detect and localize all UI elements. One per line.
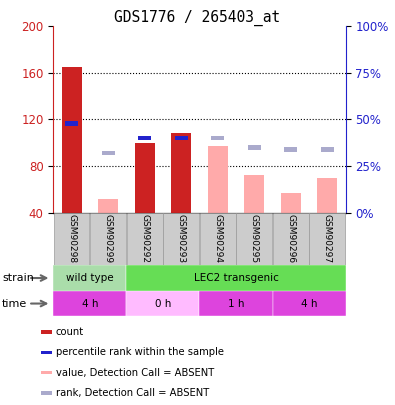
Bar	[244, 175, 264, 213]
Bar	[175, 136, 188, 141]
Bar	[171, 134, 191, 213]
Bar	[54, 213, 90, 265]
Bar	[41, 330, 53, 334]
Text: LEC2 transgenic: LEC2 transgenic	[194, 273, 278, 283]
Bar	[199, 291, 273, 316]
Bar	[53, 291, 126, 316]
Bar	[236, 213, 272, 265]
Text: GDS1776 / 265403_at: GDS1776 / 265403_at	[115, 10, 280, 26]
Text: 4 h: 4 h	[301, 298, 317, 309]
Bar	[248, 145, 261, 150]
Bar	[273, 213, 309, 265]
Bar	[138, 136, 151, 141]
Text: GSM90296: GSM90296	[286, 214, 295, 264]
Bar	[41, 371, 53, 374]
Text: GSM90297: GSM90297	[323, 214, 332, 264]
Text: count: count	[56, 327, 84, 337]
Text: 0 h: 0 h	[155, 298, 171, 309]
Bar	[98, 199, 118, 213]
Bar	[126, 291, 199, 316]
Text: GSM90294: GSM90294	[213, 215, 222, 263]
Bar	[284, 147, 297, 151]
Text: time: time	[2, 298, 27, 309]
Bar	[127, 213, 163, 265]
Bar	[65, 121, 78, 126]
Bar	[53, 265, 126, 291]
Bar	[321, 147, 334, 151]
Bar	[41, 351, 53, 354]
Text: 4 h: 4 h	[82, 298, 98, 309]
Text: GSM90299: GSM90299	[103, 214, 113, 264]
Text: GSM90293: GSM90293	[177, 214, 186, 264]
Bar	[41, 391, 53, 394]
Text: wild type: wild type	[66, 273, 114, 283]
Text: strain: strain	[2, 273, 34, 283]
Text: rank, Detection Call = ABSENT: rank, Detection Call = ABSENT	[56, 388, 209, 398]
Bar	[62, 67, 82, 213]
Bar	[135, 143, 155, 213]
Bar	[273, 291, 346, 316]
Bar	[200, 213, 236, 265]
Bar	[163, 213, 199, 265]
Text: GSM90295: GSM90295	[250, 214, 259, 264]
Text: 1 h: 1 h	[228, 298, 244, 309]
Bar	[211, 136, 224, 141]
Bar	[208, 146, 228, 213]
Text: value, Detection Call = ABSENT: value, Detection Call = ABSENT	[56, 368, 214, 377]
Text: GSM90292: GSM90292	[140, 215, 149, 263]
Bar	[102, 151, 115, 156]
Bar	[309, 213, 345, 265]
Bar	[281, 193, 301, 213]
Bar	[90, 213, 126, 265]
Text: percentile rank within the sample: percentile rank within the sample	[56, 347, 224, 357]
Bar	[317, 178, 337, 213]
Bar	[126, 265, 346, 291]
Text: GSM90298: GSM90298	[67, 214, 76, 264]
